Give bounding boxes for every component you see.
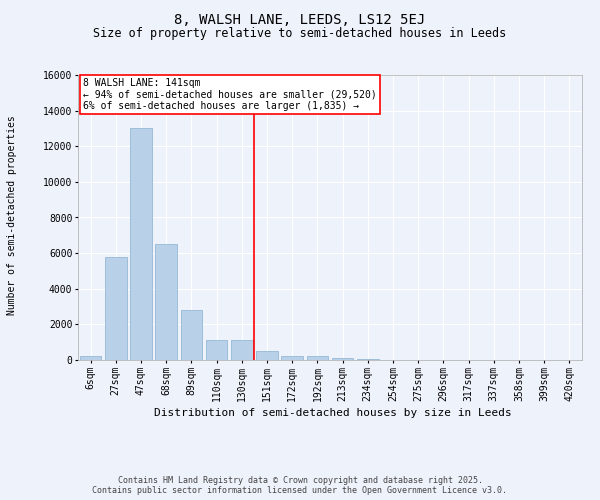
Text: Distribution of semi-detached houses by size in Leeds: Distribution of semi-detached houses by … [154,408,512,418]
Bar [307,356,328,360]
Bar [155,244,177,360]
Text: Contains HM Land Registry data © Crown copyright and database right 2025.
Contai: Contains HM Land Registry data © Crown c… [92,476,508,495]
Bar [206,340,227,360]
Bar [105,256,127,360]
Text: 8, WALSH LANE, LEEDS, LS12 5EJ: 8, WALSH LANE, LEEDS, LS12 5EJ [175,12,425,26]
Bar [256,351,278,360]
Bar [231,340,253,360]
Bar [181,310,202,360]
Bar [281,356,303,360]
Text: 8 WALSH LANE: 141sqm
← 94% of semi-detached houses are smaller (29,520)
6% of se: 8 WALSH LANE: 141sqm ← 94% of semi-detac… [83,78,377,111]
Bar [332,358,353,360]
Bar [80,356,101,360]
Bar [130,128,152,360]
Text: Number of semi-detached properties: Number of semi-detached properties [7,115,17,315]
Text: Size of property relative to semi-detached houses in Leeds: Size of property relative to semi-detach… [94,28,506,40]
